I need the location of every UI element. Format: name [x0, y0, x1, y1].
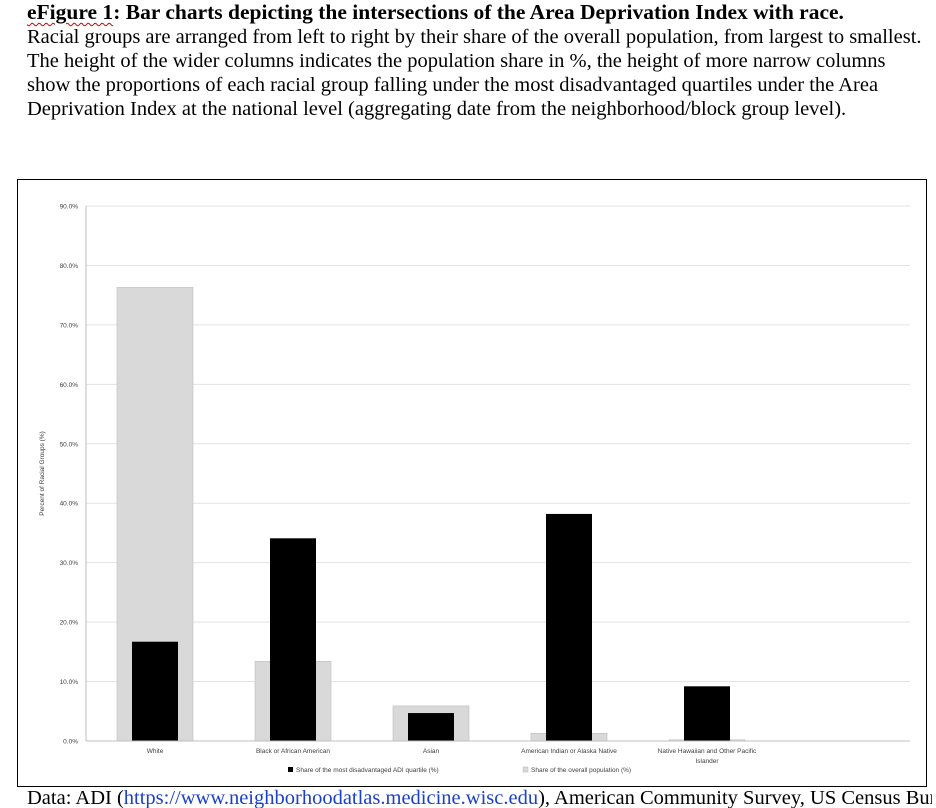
y-tick-label: 90.0%	[60, 204, 79, 211]
y-tick-label: 80.0%	[60, 263, 79, 270]
figure-caption: eFigure 1: Bar charts depicting the inte…	[27, 0, 927, 121]
bar-adi-quartile-share	[132, 641, 178, 741]
x-tick-label: Native Hawaiian and Other Pacific	[658, 748, 757, 755]
legend-swatch	[522, 766, 529, 773]
data-source-line: Data: ADI (https://www.neighborhoodatlas…	[27, 788, 932, 808]
x-tick-label: White	[147, 748, 164, 755]
y-axis-title: Percent of Racial Groups (%)	[39, 431, 46, 516]
x-tick-label: Asian	[423, 748, 440, 755]
bar-adi-quartile-share	[684, 686, 730, 741]
x-tick-label: Black or African American	[256, 748, 330, 755]
legend-swatch	[288, 767, 293, 772]
y-tick-label: 0.0%	[63, 739, 78, 746]
bar-chart: 0.0% 10.0% 20.0% 30.0% 40.0% 50.0% 60.0% 70.0% 8…	[39, 204, 910, 774]
x-tick-label: American Indian or Alaska Native	[521, 748, 617, 755]
y-tick-label: 70.0%	[60, 322, 79, 329]
y-tick-label: 40.0%	[60, 501, 79, 508]
caption-figure-label: eFigure 1	[27, 0, 114, 24]
data-source-link[interactable]: https://www.neighborhoodatlas.medicine.w…	[123, 788, 539, 808]
chart-frame: 0.0% 10.0% 20.0% 30.0% 40.0% 50.0% 60.0% 70.0% 8…	[17, 179, 927, 787]
y-tick-label: 50.0%	[60, 441, 79, 448]
x-tick-label: Islander	[695, 758, 719, 765]
caption-title: eFigure 1: Bar charts depicting the inte…	[27, 0, 927, 25]
bar-adi-quartile-share	[546, 513, 592, 741]
data-source-suffix: ), American Community Survey, US Census …	[538, 788, 932, 808]
y-tick-label: 20.0%	[60, 620, 79, 627]
y-tick-label: 10.0%	[60, 679, 79, 686]
y-tick-label: 30.0%	[60, 560, 79, 567]
y-tick-label: 60.0%	[60, 382, 79, 389]
caption-title-text: : Bar charts depicting the intersections…	[113, 0, 844, 24]
data-source-prefix: Data: ADI (	[27, 788, 124, 808]
legend-label: Share of the overall population (%)	[531, 767, 631, 774]
legend-label: Share of the most disadvantaged ADI quar…	[296, 767, 439, 774]
bar-adi-quartile-share	[270, 538, 316, 741]
bar-adi-quartile-share	[408, 713, 454, 741]
caption-body: Racial groups are arranged from left to …	[27, 26, 922, 120]
